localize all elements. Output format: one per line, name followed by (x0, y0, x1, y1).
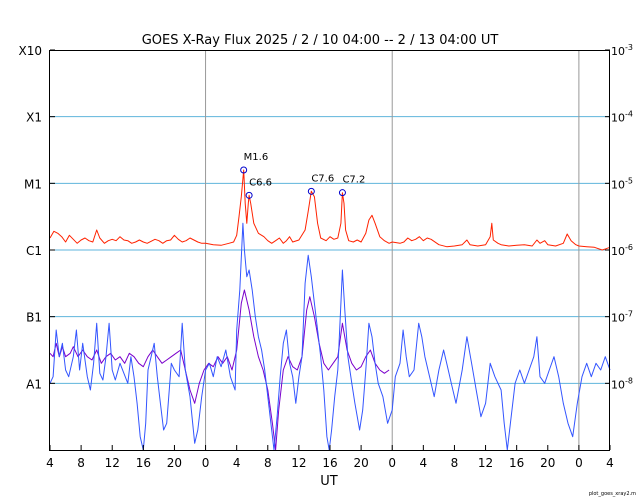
chart-title: GOES X-Ray Flux 2025 / 2 / 10 04:00 -- 2… (142, 33, 499, 48)
x-axis-tick-label: 20 (167, 456, 182, 470)
x-axis-tick-label: 20 (353, 456, 368, 470)
flare-label: C7.6 (311, 173, 334, 184)
x-axis-tick-label: 16 (322, 456, 337, 470)
x-axis-tick-label: 8 (264, 456, 272, 470)
x-axis-tick-label: 20 (540, 456, 555, 470)
credit-label: plot_goes_xray2.m (589, 491, 636, 497)
right-axis-label: 10-5 (611, 176, 633, 191)
right-axis-label: 10-6 (611, 243, 633, 258)
flare-label: C6.6 (249, 177, 272, 188)
flare-marker (240, 166, 248, 174)
data-series (49, 169, 611, 451)
right-axis-label: 10-8 (611, 376, 633, 391)
x-axis-tick-label: 4 (420, 456, 428, 470)
x-axis-tick-label: 4 (233, 456, 241, 470)
left-axis-label: X10 (19, 44, 43, 58)
x-axis-label: UT (320, 474, 338, 489)
flare-marker (338, 189, 346, 197)
x-axis-tick-label: 12 (478, 456, 493, 470)
x-axis-tick-label: 0 (575, 456, 583, 470)
series-line (49, 222, 611, 451)
gridlines (50, 50, 610, 450)
left-axis-label: X1 (26, 111, 42, 125)
left-class-axis: X10 X1 M1 C1 B1 A1 (19, 44, 55, 391)
x-axis-tick-label: 0 (202, 456, 210, 470)
x-axis-tick-label: 4 (606, 456, 614, 470)
flare-label: C7.2 (342, 175, 365, 186)
left-axis-label: B1 (26, 311, 42, 325)
x-axis-tick-label: 12 (291, 456, 306, 470)
left-axis-label: M1 (24, 177, 42, 191)
x-axis-tick-label: 16 (509, 456, 524, 470)
flare-label: M1.6 (244, 152, 269, 163)
x-axis-tick-label: 8 (77, 456, 85, 470)
left-axis-label: A1 (26, 377, 42, 391)
right-axis-label: 10-4 (611, 110, 633, 125)
series-line (49, 289, 390, 451)
flare-marker (245, 191, 253, 199)
x-axis: 4 8 12 16 20 0 4 8 12 16 20 0 4 8 12 16 20 0 4 (46, 445, 614, 470)
x-axis-tick-label: 16 (136, 456, 151, 470)
x-axis-tick-label: 4 (46, 456, 54, 470)
x-axis-tick-label: 0 (388, 456, 396, 470)
flare-annotations: M1.6 C6.6 C7.6 C7.2 (240, 152, 365, 199)
right-axis-label: 10-7 (611, 310, 633, 325)
series-line (49, 169, 611, 251)
x-axis-tick-label: 12 (105, 456, 120, 470)
x-axis-tick-label: 8 (451, 456, 459, 470)
left-axis-label: C1 (26, 244, 42, 258)
right-axis-label: 10-3 (611, 43, 633, 58)
flare-marker (307, 187, 315, 195)
